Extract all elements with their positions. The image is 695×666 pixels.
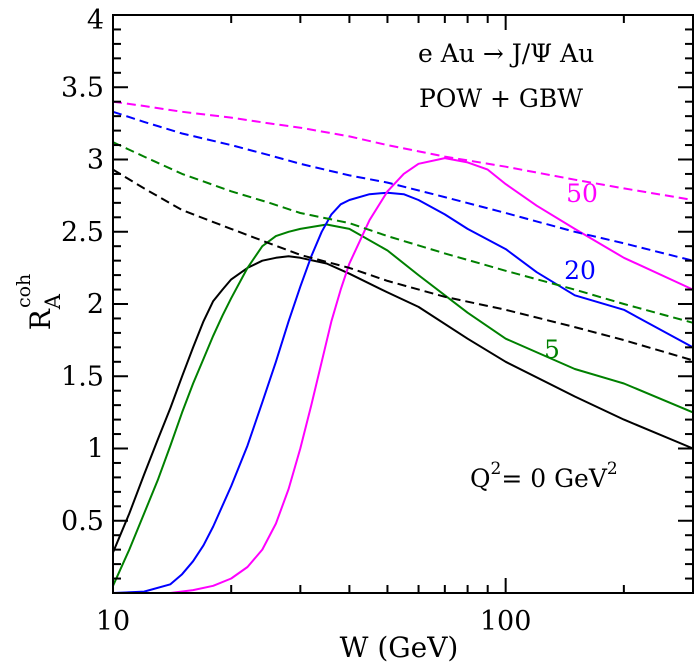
q2-annotation: Q2= 0 GeV2 [470, 459, 618, 493]
series-q2-5-dashed-line [112, 141, 694, 324]
x-tick-label: 100 [480, 606, 532, 637]
series-q2-20-dashed-line [112, 110, 694, 262]
y-axis-title-sub: A [41, 293, 65, 310]
plot-frame [112, 14, 694, 594]
series-q2-0-solid-line [112, 255, 694, 553]
series-label-5: 5 [544, 335, 560, 364]
y-tick-label: 1 [87, 434, 104, 465]
process-annotation: e Au → J/Ψ Au [418, 39, 594, 68]
y-axis-title-sup: coh [13, 274, 35, 308]
x-tick-label: 10 [96, 606, 130, 637]
y-tick-label: 2.5 [61, 217, 104, 248]
series-q2-5-solid-line [112, 223, 694, 587]
y-tick-label: 2 [87, 289, 104, 320]
q2-mid: = 0 GeV [501, 464, 608, 493]
series-q2-0-dashed-line [112, 168, 694, 362]
model-annotation: POW + GBW [419, 84, 583, 113]
svg-text:RAcoh: RAcoh [13, 274, 65, 331]
q2-sup1: 2 [491, 459, 502, 479]
label-layer: 10 100 0.5 1 1.5 2 2.5 3 3.5 4 5 20 50 [61, 5, 598, 637]
y-axis-title: RAcoh [13, 274, 65, 331]
series-q2-20-solid-line [112, 191, 694, 594]
y-tick-label: 4 [87, 5, 104, 36]
y-axis-title-base: R [24, 308, 57, 330]
y-tick-label: 3.5 [61, 72, 104, 103]
x-axis-title: W (GeV) [340, 631, 459, 664]
series-label-50: 50 [566, 179, 598, 208]
y-tick-label: 3 [87, 145, 104, 176]
series-q2-50-solid-line [113, 157, 694, 594]
series-q2-50-dashed-line [112, 100, 694, 201]
y-tick-label: 0.5 [61, 506, 104, 537]
q2-prefix: Q [470, 464, 491, 493]
q2-sup2: 2 [607, 459, 618, 479]
y-tick-label: 1.5 [61, 361, 104, 392]
series-layer [112, 100, 694, 594]
series-label-20: 20 [564, 256, 596, 285]
